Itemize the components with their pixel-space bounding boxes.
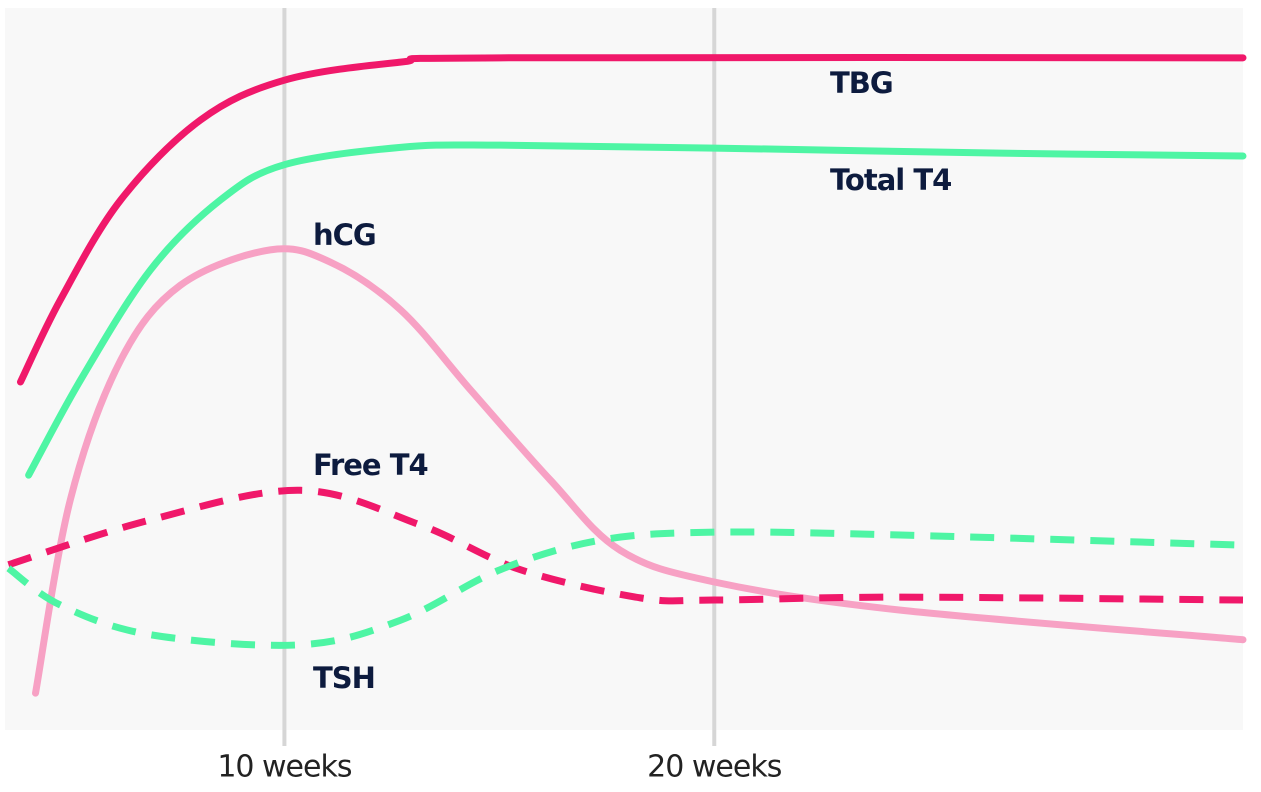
- series-line: [32, 245, 1247, 697]
- series-line: [25, 141, 1247, 479]
- series-label: TSH: [313, 661, 375, 695]
- series-label: TBG: [830, 66, 893, 100]
- x-tick-label: 10 weeks: [217, 750, 352, 785]
- x-tick-label: 20 weeks: [647, 750, 782, 785]
- series-line: [6, 528, 1244, 649]
- series-line: [7, 486, 1244, 605]
- series-label: Free T4: [313, 448, 428, 482]
- series-label: Total T4: [830, 163, 951, 197]
- series-line: [16, 53, 1247, 386]
- plot-background: [5, 8, 1243, 730]
- series-label: hCG: [313, 218, 376, 252]
